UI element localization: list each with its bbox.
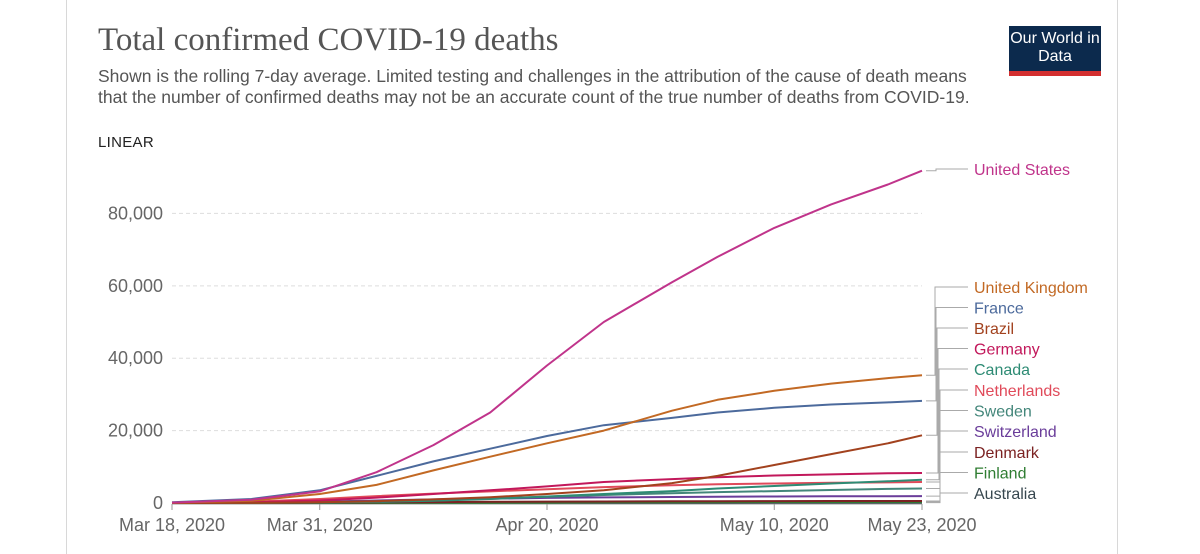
logo-accent-bar [1009, 71, 1101, 76]
x-tick-label: May 10, 2020 [720, 515, 829, 535]
legend-label: Australia [974, 486, 1036, 503]
chart-title: Total confirmed COVID-19 deaths [98, 22, 559, 58]
x-tick-label: Apr 20, 2020 [495, 515, 598, 535]
legend-label: Sweden [974, 404, 1032, 421]
legend-connector [926, 327, 968, 436]
legend-label: Canada [974, 362, 1030, 379]
legend-connector [926, 389, 968, 483]
legend-connector [926, 348, 968, 474]
y-tick-label: 20,000 [108, 421, 163, 441]
x-tick-label: Mar 18, 2020 [119, 515, 225, 535]
scale-toggle[interactable]: LINEAR [98, 134, 154, 151]
legend-connector [926, 492, 968, 504]
legend-label: France [974, 301, 1024, 318]
legend-label: Finland [974, 466, 1026, 483]
legend-connector [926, 430, 968, 497]
legend-label: Germany [974, 342, 1040, 359]
series-line [171, 481, 923, 504]
series-line [171, 374, 923, 504]
legend-connector [926, 472, 968, 503]
y-tick-label: 0 [153, 493, 163, 513]
legend-label: Switzerland [974, 424, 1057, 441]
series-line [171, 434, 923, 504]
y-tick-label: 80,000 [108, 203, 163, 223]
chart-subtitle: Shown is the rolling 7-day average. Limi… [98, 66, 970, 107]
y-tick-label: 40,000 [108, 348, 163, 368]
chart-card [66, 0, 1118, 554]
logo-text: Our World in Data [1010, 30, 1100, 65]
legend-label: Netherlands [974, 383, 1060, 400]
series-line [171, 472, 923, 504]
legend-connector [926, 451, 968, 502]
legend-connector [926, 286, 968, 376]
legend-connector [926, 368, 968, 481]
legend-label: United Kingdom [974, 280, 1088, 297]
y-tick-label: 60,000 [108, 276, 163, 296]
legend-connector [926, 307, 968, 402]
legend-label: United States [974, 162, 1070, 179]
x-tick-label: Mar 31, 2020 [267, 515, 373, 535]
x-tick-label: May 23, 2020 [867, 515, 976, 535]
legend-connector [926, 410, 968, 489]
legend-label: Denmark [974, 445, 1040, 462]
legend-label: Brazil [974, 321, 1014, 338]
owid-logo[interactable]: Our World in Data [1009, 26, 1101, 76]
legend-connector [926, 168, 968, 172]
series-line [171, 169, 923, 504]
